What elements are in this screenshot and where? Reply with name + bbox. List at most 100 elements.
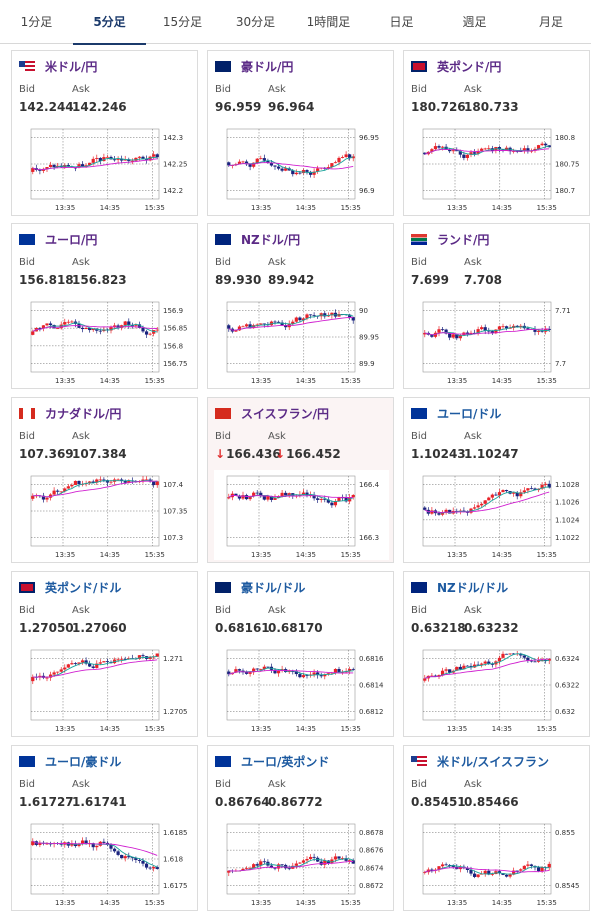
- mini-chart[interactable]: 7.71 7.7 13:35 14:35 15:35: [410, 296, 585, 386]
- mini-chart[interactable]: 0.6324 0.6322 0.632 13:35 14:35 15:35: [410, 644, 585, 734]
- rate-card[interactable]: 米ドル/スイスフラン Bid Ask 0.85451 0.85466 0.855 0.854…: [403, 745, 590, 911]
- y-tick-label: 156.9: [163, 307, 183, 315]
- rate-card[interactable]: 豪ドル/ドル Bid Ask 0.68161 0.68170 0.6816 0.6814 0.…: [207, 571, 394, 737]
- mini-chart[interactable]: 142.3 142.25 142.2 13:35 14:35 15:35: [18, 123, 193, 213]
- tab-1[interactable]: 1分足: [20, 15, 53, 29]
- pair-name[interactable]: 英ポンド/円: [437, 60, 502, 74]
- candle-body: [437, 866, 441, 870]
- candle-body: [130, 160, 134, 162]
- mini-chart[interactable]: 107.4 107.35 107.3 13:35 14:35 15:35: [18, 470, 193, 560]
- candle-body: [80, 164, 85, 167]
- rate-card[interactable]: 米ドル/円 Bid Ask 142.244 142.246 142.3 142.25 142.…: [11, 50, 198, 216]
- tab-6[interactable]: 日足: [389, 15, 414, 29]
- candle-body: [66, 664, 70, 668]
- card-header: ユーロ/ドル: [411, 405, 501, 422]
- rate-card[interactable]: NZドル/ドル Bid Ask 0.63218 0.63232 0.6324 0.6322 0…: [403, 571, 590, 737]
- candle-body: [130, 857, 134, 859]
- pair-name[interactable]: 豪ドル/ドル: [241, 581, 306, 595]
- mini-chart[interactable]: 180.8 180.75 180.7 13:35 14:35 15:35: [410, 123, 585, 213]
- mini-chart[interactable]: 1.271 1.2705 13:35 14:35 15:35: [18, 644, 193, 734]
- rate-card[interactable]: ユーロ/ドル Bid Ask 1.10243 1.10247 1.1028 1.1026 1.…: [403, 397, 590, 563]
- candlestick-chart: 90 89.95 89.9 13:35 14:35 15:35: [226, 301, 379, 385]
- pair-name[interactable]: 米ドル/スイスフラン: [437, 755, 550, 769]
- rate-card[interactable]: 豪ドル/円 Bid Ask 96.959 96.964 96.95 96.9 13:35 14:…: [207, 50, 394, 216]
- candle-body: [497, 326, 502, 330]
- tab-5[interactable]: 1時間足: [306, 15, 351, 29]
- y-tick-label: 0.8676: [359, 847, 384, 855]
- tab-3[interactable]: 15分足: [162, 15, 203, 29]
- bid-value: 0.85451: [411, 795, 466, 809]
- pair-name[interactable]: 米ドル/円: [45, 60, 98, 74]
- y-tick-label: 0.6812: [359, 708, 384, 716]
- moving-average-long: [32, 840, 158, 856]
- pair-name[interactable]: ユーロ/豪ドル: [45, 755, 122, 769]
- mini-chart[interactable]: 1.1028 1.1026 1.1024 1.1022 13:35 14:35 15:35: [410, 470, 585, 560]
- rate-card[interactable]: NZドル/円 Bid Ask 89.930 89.942 90 89.95 89.9 13:35…: [207, 223, 394, 389]
- rate-card[interactable]: 英ポンド/円 Bid Ask 180.726 180.733 180.8 180.75 180…: [403, 50, 590, 216]
- tab-4[interactable]: 30分足: [235, 15, 276, 29]
- eu-flag-icon: [19, 756, 35, 767]
- candle-body: [38, 842, 42, 845]
- rate-card[interactable]: カナダドル/円 Bid Ask 107.369 107.384 107.4 107.35 10…: [11, 397, 198, 563]
- mini-chart[interactable]: 156.9 156.85 156.8 156.75 13:35 14:35 15:35: [18, 296, 193, 386]
- mini-chart[interactable]: 0.855 0.8545 13:35 14:35 15:35: [410, 818, 585, 908]
- bid-label: Bid: [215, 605, 231, 616]
- candle-body: [269, 495, 274, 500]
- candle-body: [337, 668, 341, 673]
- candle-body: [105, 661, 110, 662]
- rate-card[interactable]: ユーロ/円 Bid Ask 156.818 156.823 156.9 156.85 156.…: [11, 223, 198, 389]
- candle-body: [88, 327, 92, 331]
- mini-chart[interactable]: 0.6816 0.6814 0.6812 13:35 14:35 15:35: [214, 644, 389, 734]
- candle-body: [252, 492, 256, 496]
- pair-name[interactable]: ランド/円: [437, 233, 490, 247]
- candle-body: [326, 167, 330, 169]
- candle-body: [504, 326, 509, 329]
- candle-body: [480, 503, 484, 506]
- bid-value: 107.369: [19, 447, 74, 461]
- pair-name[interactable]: スイスフラン/円: [241, 407, 330, 421]
- pair-name[interactable]: 豪ドル/円: [241, 60, 294, 74]
- candle-body: [84, 660, 88, 664]
- rate-card[interactable]: ユーロ/英ポンド Bid Ask 0.86764 0.86772 0.8678 0.8676…: [207, 745, 394, 911]
- x-tick-label: 14:35: [100, 551, 120, 559]
- tab-7[interactable]: 週足: [462, 15, 487, 29]
- candle-body: [70, 321, 74, 323]
- candle-body: [351, 317, 355, 321]
- tab-2[interactable]: 5分足: [73, 0, 146, 45]
- mini-chart[interactable]: 96.95 96.9 13:35 14:35 15:35: [214, 123, 389, 213]
- candle-body: [433, 332, 438, 337]
- tab-8[interactable]: 月足: [538, 15, 563, 29]
- pair-name[interactable]: NZドル/ドル: [437, 581, 509, 595]
- candle-body: [56, 671, 60, 673]
- pair-name[interactable]: NZドル/円: [241, 233, 301, 247]
- pair-name[interactable]: 英ポンド/ドル: [45, 581, 122, 595]
- pair-name[interactable]: ユーロ/英ポンド: [241, 755, 330, 769]
- candle-body: [469, 152, 473, 155]
- candlestick-chart: 0.855 0.8545 13:35 14:35 15:35: [422, 823, 580, 907]
- candlestick-chart: 7.71 7.7 13:35 14:35 15:35: [422, 301, 571, 385]
- candle-body: [259, 323, 263, 325]
- candle-body: [120, 325, 124, 328]
- y-tick-label: 0.8678: [359, 829, 384, 837]
- bid-label: Bid: [19, 431, 35, 442]
- mini-chart[interactable]: 0.8678 0.8676 0.8674 0.8672 13:35 14:35 15:35: [214, 818, 389, 908]
- mini-chart[interactable]: 1.6185 1.618 1.6175 13:35 14:35 15:35: [18, 818, 193, 908]
- rate-card[interactable]: 英ポンド/ドル Bid Ask 1.27050 1.27060 1.271 1.2705 13…: [11, 571, 198, 737]
- pair-name[interactable]: ユーロ/円: [45, 233, 98, 247]
- candle-body: [533, 661, 537, 663]
- moving-average-long: [424, 328, 550, 336]
- bid-label: Bid: [215, 779, 231, 790]
- candle-body: [448, 333, 452, 338]
- pair-name[interactable]: カナダドル/円: [45, 407, 122, 421]
- bid-value: 156.818: [19, 273, 74, 287]
- rate-card[interactable]: ランド/円 Bid Ask 7.699 7.708 7.71 7.7 13:35 14:35 15…: [403, 223, 590, 389]
- candle-body: [344, 858, 348, 861]
- candle-body: [323, 860, 327, 865]
- candle-body: [497, 657, 502, 662]
- rate-card[interactable]: スイスフラン/円 Bid Ask ↓166.436 ↓166.452 166.4 166.3…: [207, 397, 394, 563]
- pair-name[interactable]: ユーロ/ドル: [437, 407, 502, 421]
- candle-body: [48, 164, 53, 168]
- mini-chart[interactable]: 90 89.95 89.9 13:35 14:35 15:35: [214, 296, 389, 386]
- mini-chart[interactable]: 166.4 166.3 13:35 14:35 15:35: [214, 470, 389, 560]
- rate-card[interactable]: ユーロ/豪ドル Bid Ask 1.61727 1.61741 1.6185 1.618 1.…: [11, 745, 198, 911]
